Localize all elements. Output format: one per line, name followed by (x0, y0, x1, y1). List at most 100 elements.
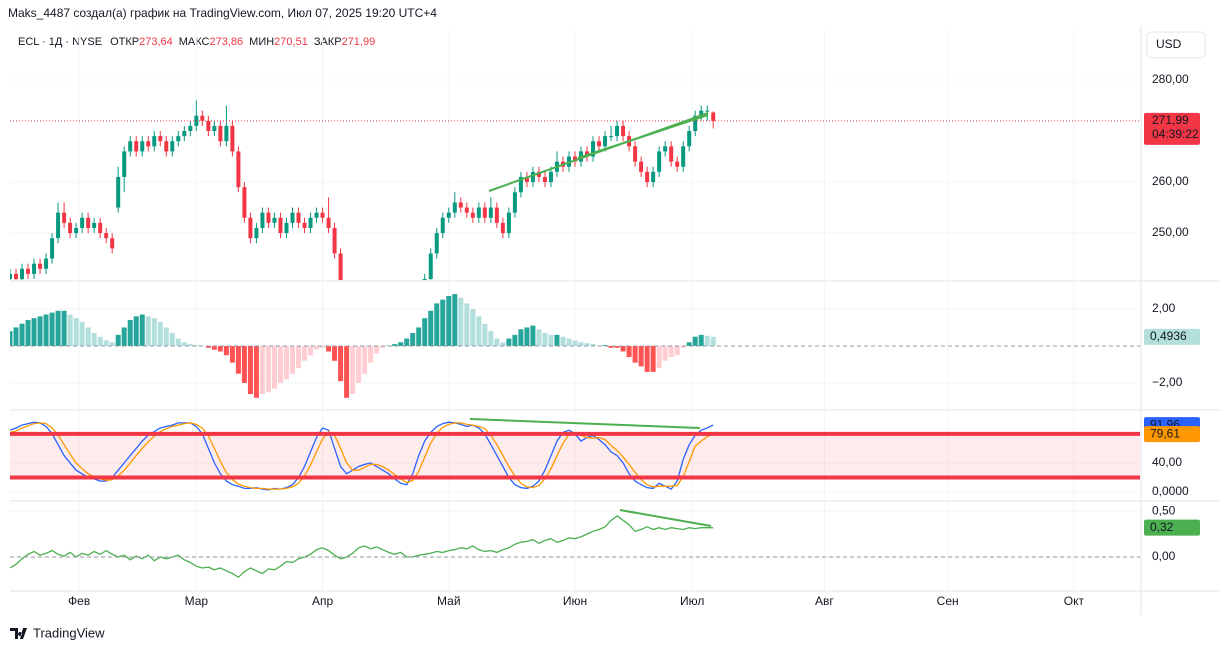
histogram-bar (626, 345, 632, 358)
candle-body (134, 141, 139, 152)
histogram-bar (548, 334, 554, 346)
trend-line[interactable] (577, 114, 709, 159)
histogram-bar (614, 345, 620, 348)
candle-body (10, 273, 12, 279)
candle-body (357, 304, 361, 324)
trend-line[interactable] (469, 418, 701, 429)
histogram-bar (10, 331, 13, 346)
histogram-bar (308, 345, 314, 356)
histogram-bar (127, 320, 133, 346)
time-grid (10, 30, 1140, 590)
candle-body (548, 171, 553, 183)
x-tick-label: Авг (815, 594, 834, 608)
x-tick-label: Июл (680, 594, 704, 608)
histogram-bar (277, 345, 283, 383)
candle-body (681, 146, 686, 167)
histogram-bar (554, 334, 560, 346)
candle-body (687, 131, 692, 147)
legend-value: 270,51 (274, 36, 308, 48)
candle-body (44, 258, 49, 269)
histogram-bar (506, 338, 512, 346)
candle-body (375, 320, 379, 335)
histogram-bar (476, 316, 482, 346)
last-price-box (1144, 112, 1200, 145)
histogram-bar (151, 318, 157, 346)
candle-body (609, 136, 614, 138)
candle-body (693, 115, 698, 132)
last-value: 79,61 (1150, 426, 1180, 440)
candle-body (182, 131, 187, 137)
last-value-box (1144, 519, 1200, 536)
histogram-bar (380, 345, 386, 348)
histogram-bar (644, 345, 650, 372)
y-tick-label: 260,00 (1152, 174, 1189, 188)
last-price: 271,99 (1152, 113, 1189, 127)
histogram-bar (692, 336, 698, 346)
y-tick-label: 280,00 (1152, 72, 1189, 86)
last-value-box (1144, 328, 1200, 345)
legend: ECL · 1Д · NYSE ОТКР273,64 МАКС273,86 МИН27… (18, 36, 375, 48)
x-tick-label: Окт (1064, 594, 1085, 608)
brand-name: TradingView (33, 625, 105, 640)
candle-body (302, 222, 307, 228)
histogram-bar (698, 334, 704, 346)
candle-body (464, 207, 469, 213)
histogram-bar (662, 345, 668, 361)
candle-body (369, 315, 373, 335)
trend-line[interactable] (619, 509, 712, 527)
histogram-bar (578, 342, 584, 346)
candle-body (417, 294, 421, 304)
candle-body (272, 217, 277, 223)
countdown: 04:39:22 (1152, 127, 1199, 141)
histogram-bar (91, 333, 97, 346)
candle-body (140, 141, 145, 152)
histogram-bar (680, 345, 686, 348)
histogram-bar (332, 345, 338, 361)
histogram-bar (368, 345, 374, 363)
candle-body (62, 212, 67, 223)
candle-body (200, 115, 205, 121)
y-tick-label: 0,0000 (1152, 484, 1189, 498)
histogram-bar (302, 345, 308, 361)
y-tick-label: 0,50 (1152, 503, 1176, 517)
header-title: Maks_4487 создал(а) график на TradingVie… (8, 6, 437, 20)
histogram-bar (79, 321, 85, 346)
histogram-bar (13, 327, 19, 346)
histogram-bar (428, 310, 434, 346)
candle-body (308, 217, 313, 228)
histogram-bar (259, 345, 265, 395)
candle-body (651, 171, 656, 183)
y-tick-label: −2,00 (1152, 375, 1183, 389)
histogram-bar (632, 345, 638, 363)
candle-body (675, 161, 680, 167)
histogram-bar (223, 345, 229, 356)
currency-button[interactable] (1146, 31, 1206, 59)
histogram-bar (314, 345, 320, 350)
histogram-bar (440, 299, 446, 346)
histogram-bar (67, 314, 73, 346)
histogram-bar (37, 316, 43, 346)
brand: TradingView (10, 625, 105, 640)
candle-body (164, 141, 169, 152)
candle-body (260, 212, 265, 228)
histogram-bar (271, 345, 277, 389)
x-tick-label: Сен (937, 594, 959, 608)
legend-text: ECL · 1Д · NYSE ОТКР273,64 МАКС273,86 МИН27… (18, 36, 375, 48)
histogram-bar (247, 345, 253, 395)
candle-body (242, 187, 247, 218)
symbol: ECL · 1Д · NYSE (18, 36, 102, 48)
candle-body (470, 212, 475, 218)
candle-body (488, 207, 493, 218)
histogram-bar (572, 340, 578, 346)
histogram-bar (73, 318, 79, 346)
histogram-bar (452, 294, 458, 346)
histogram-bar (446, 295, 452, 346)
y-tick-label: 0,00 (1152, 549, 1176, 563)
candle-body (518, 176, 523, 193)
candle-body (615, 125, 620, 137)
y-tick-label: 40,00 (1152, 455, 1182, 469)
legend-value: 273,64 (139, 36, 173, 48)
histogram-bar (283, 345, 289, 380)
histogram-bar (620, 345, 626, 352)
histogram-bar (61, 310, 67, 346)
